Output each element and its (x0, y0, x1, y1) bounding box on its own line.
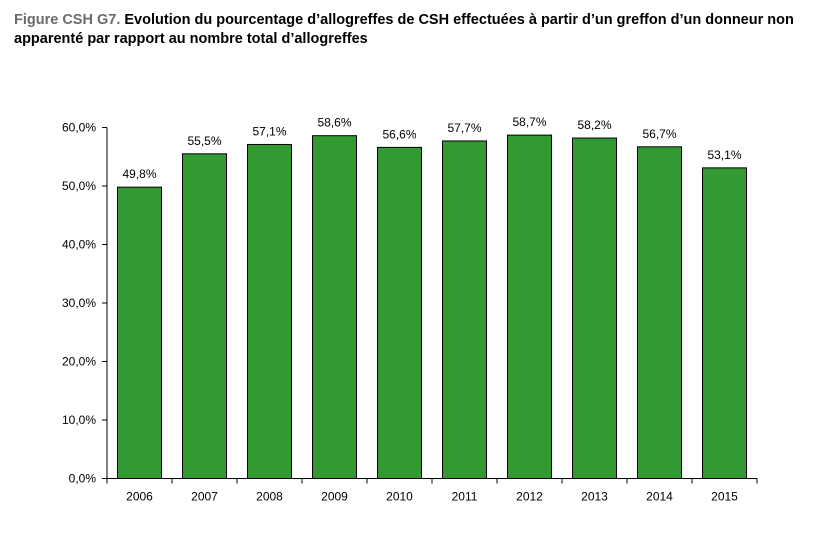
figure-label: Figure CSH G7. (14, 12, 121, 28)
data-label: 58,6% (317, 116, 351, 130)
y-tick-label: 50,0% (62, 179, 96, 193)
bar-2015 (702, 167, 747, 480)
data-label: 58,7% (512, 115, 546, 129)
bar-2009 (312, 135, 357, 479)
data-label: 58,2% (577, 118, 611, 132)
x-tick-label: 2011 (452, 490, 478, 504)
x-tick-label: 2008 (256, 490, 283, 504)
bar-2011 (442, 140, 487, 480)
y-tick-label: 10,0% (62, 413, 96, 427)
data-label: 56,7% (642, 127, 676, 141)
data-label: 56,6% (382, 127, 416, 141)
bar-2007 (182, 153, 227, 479)
x-tick-label: 2006 (126, 490, 153, 504)
y-tick-label: 60,0% (62, 121, 96, 135)
x-tick-label: 2013 (581, 490, 608, 504)
bar-2008 (247, 143, 292, 479)
data-label: 49,8% (122, 167, 156, 181)
bar-2014 (637, 146, 682, 479)
data-label: 57,1% (252, 124, 286, 138)
title-text: Evolution du pourcentage d’allogreffes d… (14, 12, 794, 47)
data-label: 55,5% (187, 134, 221, 148)
y-tick-label: 30,0% (62, 296, 96, 310)
x-tick-label: 2007 (191, 490, 218, 504)
x-tick-label: 2015 (711, 490, 738, 504)
y-tick-label: 20,0% (62, 355, 96, 369)
y-tick-label: 40,0% (62, 238, 96, 252)
bar-2013 (572, 137, 617, 479)
bar-2010 (377, 146, 422, 479)
x-tick-label: 2014 (646, 490, 673, 504)
x-tick-label: 2012 (516, 490, 543, 504)
data-label: 53,1% (707, 148, 741, 162)
bar-2006 (117, 186, 162, 479)
chart-title: Figure CSH G7. Evolution du pourcentage … (14, 11, 814, 49)
data-label: 57,7% (447, 121, 481, 135)
x-tick-label: 2010 (386, 490, 413, 504)
x-tick-label: 2009 (321, 490, 348, 504)
bar-2012 (507, 134, 552, 479)
y-tick-label: 0,0% (69, 472, 97, 486)
